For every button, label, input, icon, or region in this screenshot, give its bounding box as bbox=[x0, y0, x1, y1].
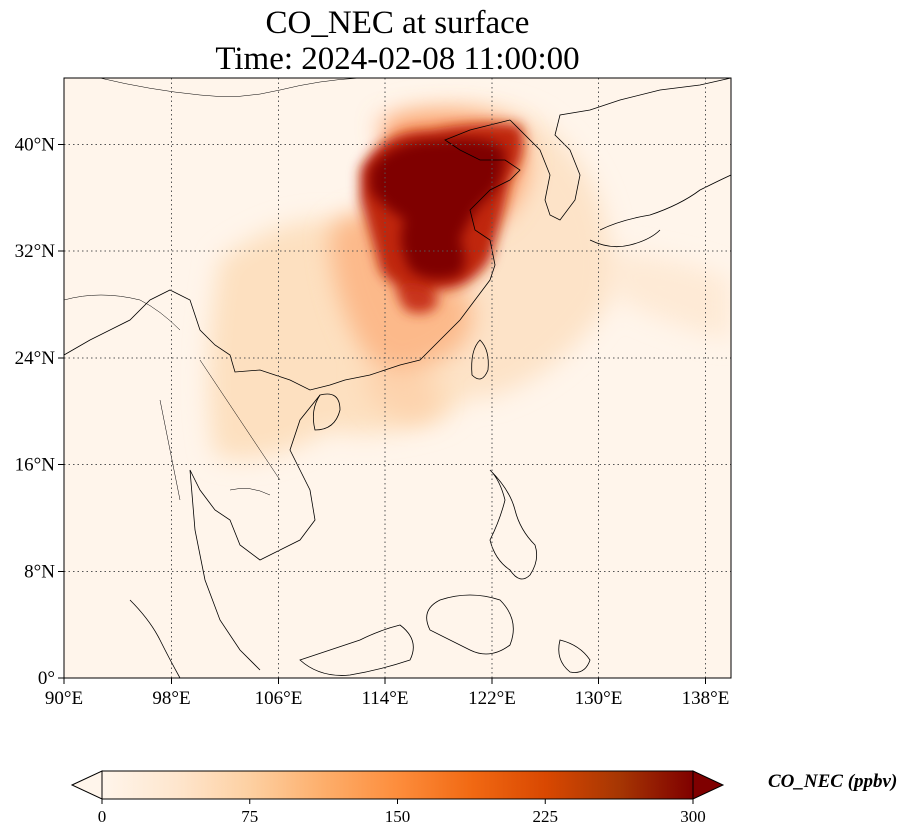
lat-tick-label: 16°N bbox=[15, 455, 56, 476]
lat-tick-label: 0° bbox=[38, 668, 55, 689]
lon-tick-label: 122°E bbox=[468, 688, 516, 709]
colorbar: 0 75 150 225 300 bbox=[70, 770, 725, 826]
lat-tick-label: 40°N bbox=[15, 135, 56, 156]
lat-tick-label: 32°N bbox=[15, 241, 56, 262]
colorbar-tick-label: 150 bbox=[385, 807, 411, 826]
lon-tick-label: 106°E bbox=[255, 688, 303, 709]
axis-ticks bbox=[58, 144, 706, 684]
lon-tick-labels: 90°E 98°E 106°E 114°E 122°E 130°E 138°E bbox=[45, 688, 729, 709]
colorbar-tick-label: 225 bbox=[533, 807, 559, 826]
lat-tick-label: 24°N bbox=[15, 348, 56, 369]
country-borders bbox=[64, 78, 361, 501]
colorbar-tick-label: 75 bbox=[241, 807, 258, 826]
colorbar-extend-max bbox=[692, 770, 725, 800]
lon-tick-label: 130°E bbox=[575, 688, 623, 709]
lat-tick-labels: 0° 8°N 16°N 24°N 32°N 40°N bbox=[15, 135, 56, 690]
lon-tick-label: 90°E bbox=[45, 688, 83, 709]
map-frame bbox=[63, 77, 732, 679]
plume-core bbox=[370, 138, 505, 279]
lon-tick-label: 138°E bbox=[682, 688, 730, 709]
colorbar-tick-label: 300 bbox=[680, 807, 706, 826]
colorbar-gradient bbox=[101, 770, 694, 800]
colorbar-label: CO_NEC (ppbv) bbox=[768, 771, 898, 792]
chart-title: CO_NEC at surface bbox=[265, 5, 530, 41]
colorbar-extend-min bbox=[70, 770, 103, 800]
lon-tick-label: 98°E bbox=[152, 688, 190, 709]
coastlines bbox=[64, 78, 731, 678]
gridlines bbox=[64, 78, 731, 678]
chart-subtitle-time: Time: 2024-02-08 11:00:00 bbox=[215, 41, 580, 77]
lon-tick-label: 114°E bbox=[362, 688, 409, 709]
colorbar-tick-label: 0 bbox=[98, 807, 107, 826]
concentration-field bbox=[64, 78, 731, 678]
lat-tick-label: 8°N bbox=[24, 562, 55, 583]
